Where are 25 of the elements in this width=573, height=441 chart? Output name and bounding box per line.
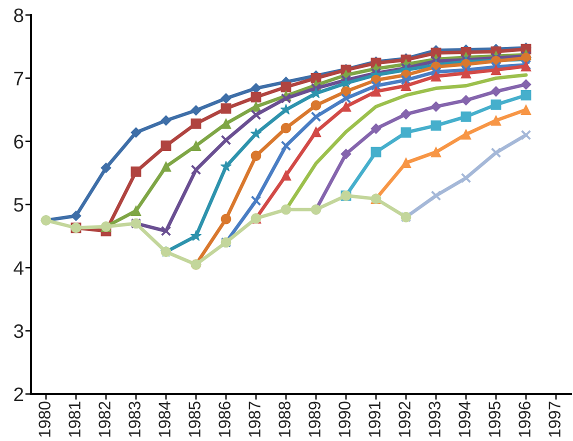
x-tick-label: 1993: [428, 402, 440, 437]
x-tick-label: 1986: [218, 402, 230, 437]
x-tick-label: 1982: [98, 402, 110, 437]
x-tick-label: 1995: [488, 402, 500, 437]
y-tick-label: 6: [14, 134, 24, 149]
y-tick-label: 2: [14, 387, 24, 402]
y-tick-label: 3: [14, 324, 24, 338]
x-tick-label: 1980: [38, 402, 50, 437]
x-tick-label: 1983: [128, 402, 140, 437]
x-tick-label: 1988: [278, 402, 290, 437]
x-tick-label: 1994: [458, 401, 470, 437]
x-tick-label: 1992: [398, 402, 410, 437]
y-tick-label: 8: [14, 8, 24, 22]
x-tick-label: 1990: [338, 402, 350, 437]
x-tick-label: 1987: [248, 402, 260, 437]
x-tick-label: 1996: [518, 402, 530, 437]
x-tick-label: 1981: [68, 402, 80, 437]
y-tick-label: 4: [14, 261, 24, 275]
x-tick-label: 1989: [308, 402, 320, 437]
y-tick-label: 5: [14, 198, 24, 212]
x-tick-label: 1984: [158, 401, 170, 437]
x-tick-label: 1997: [548, 402, 560, 437]
x-tick-label: 1991: [368, 402, 380, 437]
x-tick-label: 1985: [188, 402, 200, 437]
y-tick-label: 7: [14, 72, 24, 86]
